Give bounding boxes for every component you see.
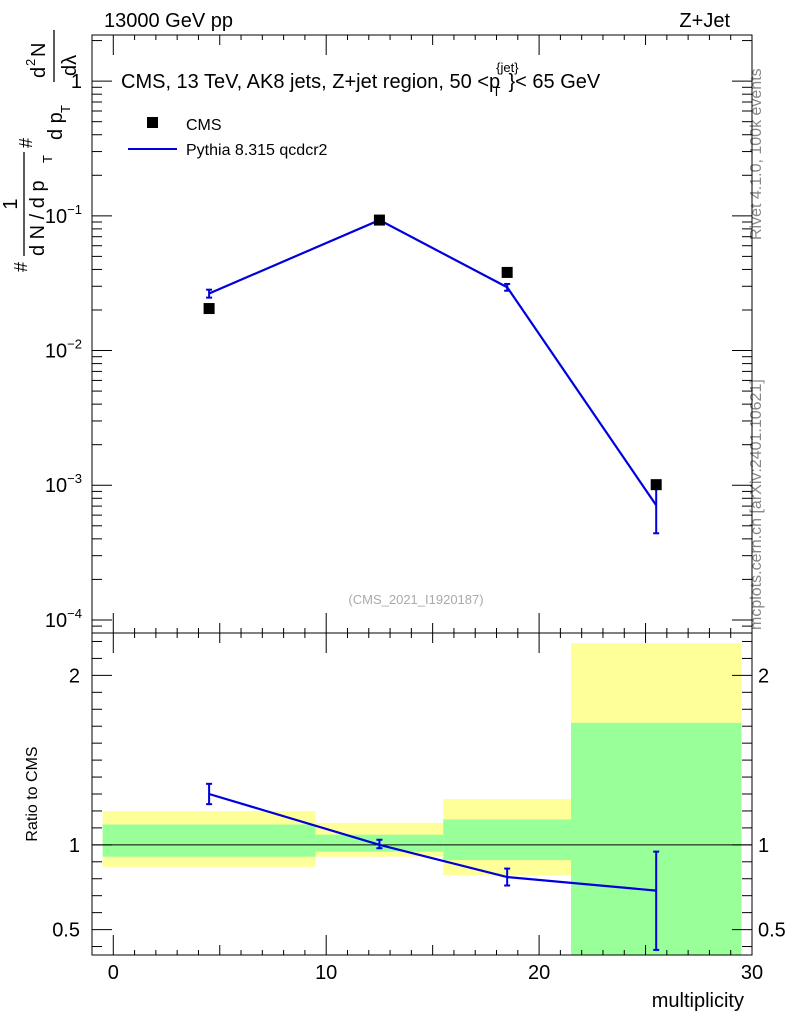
plot-title-main: CMS, 13 TeV, AK8 jets, Z+jet region, 50 …: [121, 71, 500, 93]
header-right: Z+Jet: [679, 10, 730, 32]
tick-mantissa: 10: [45, 475, 67, 497]
plot-title: CMS, 13 TeV, AK8 jets, Z+jet region, 50 …: [121, 60, 601, 99]
x-tick-label: 20: [528, 962, 550, 984]
cms-data-point: [650, 479, 662, 491]
ylabel-dlambda: dλ: [59, 55, 81, 76]
plot-title-end: }< 65 GeV: [509, 71, 601, 93]
cms-data-point: [501, 266, 513, 278]
ratio-axis-ticks: 0.5 0.51 12 20 10 20 30: [52, 633, 786, 984]
analysis-watermark: (CMS_2021_I1920187): [348, 592, 483, 607]
ylabel-dn-dpt-sub: T: [40, 155, 55, 163]
main-y-tick-label: 10−1: [45, 202, 82, 228]
ylabel-hash2: #: [16, 138, 36, 148]
plot-title-sub: T: [493, 84, 501, 99]
ylabel-hash1: #: [11, 262, 31, 272]
cms-data-point: [203, 303, 215, 315]
main-y-tick-label: 10−3: [45, 471, 82, 497]
main-y-tick-label: 10−2: [45, 337, 82, 363]
tick-mantissa: 10: [45, 206, 67, 228]
tick-exponent: −1: [67, 202, 82, 217]
pythia-line: [208, 218, 658, 506]
ylabel-dpt: d p: [45, 112, 67, 140]
ratio-panel: 0.5 0.51 12 20 10 20 30 Ratio to CMS multiplic…: [24, 632, 786, 1012]
uncertainty-band-green: [102, 824, 316, 857]
ratio-y-tick-label-right: 0.5: [758, 920, 786, 942]
source-label: mcplots.cern.ch [arXiv:2401.10621]: [748, 379, 765, 630]
ylabel-dn-dpt: d N / d p: [27, 180, 49, 256]
ratio-y-tick-label-right: 1: [758, 835, 769, 857]
ratio-pythia-line: [208, 792, 657, 892]
ratio-y-tick-label-left: 1: [69, 835, 80, 857]
legend: CMS Pythia 8.315 qcdcr2: [128, 117, 328, 159]
ratio-y-label: Ratio to CMS: [24, 746, 41, 841]
tick-exponent: −4: [67, 606, 82, 621]
tick-mantissa: 1: [71, 71, 82, 93]
main-series: [203, 214, 662, 535]
main-panel: 110−110−210−310−4 CMS, 13 TeV, AK8 jets,…: [0, 30, 753, 634]
main-y-label: # 1 d N / d p T # d p T d 2 N dλ: [0, 30, 81, 272]
ylabel-d2n-n: N: [28, 43, 50, 57]
ylabel-d2n-exp: 2: [23, 59, 38, 66]
ratio-y-tick-label-left: 0.5: [52, 920, 80, 942]
main-y-tick-labels: 110−110−210−310−4: [45, 71, 82, 632]
ylabel-d2n-d: d: [28, 67, 50, 78]
legend-cms-label: CMS: [186, 117, 222, 134]
main-axis-ticks: [92, 35, 753, 634]
legend-cms-marker: [147, 117, 158, 128]
x-tick-label: 0: [108, 962, 119, 984]
x-tick-label: 10: [315, 962, 337, 984]
uncertainty-band-green: [443, 819, 572, 861]
ratio-series: [206, 782, 660, 951]
ratio-y-tick-label-left: 2: [69, 665, 80, 687]
ratio-y-tick-label-right: 2: [758, 665, 769, 687]
ylabel-dpt-sub: T: [58, 105, 73, 113]
cms-data-point: [373, 214, 385, 226]
header-left: 13000 GeV pp: [104, 10, 233, 32]
tick-mantissa: 10: [45, 341, 67, 363]
plot-title-sup: {jet}: [496, 60, 519, 75]
tick-mantissa: 10: [45, 610, 67, 632]
ratio-bands: [102, 643, 742, 955]
ylabel-one: 1: [0, 198, 22, 209]
x-axis-label: multiplicity: [652, 990, 744, 1012]
main-y-tick-label: 10−4: [45, 606, 82, 632]
tick-exponent: −3: [67, 471, 82, 486]
main-y-tick-label: 1: [71, 71, 82, 93]
legend-pythia-label: Pythia 8.315 qcdcr2: [186, 142, 328, 159]
x-tick-label: 30: [741, 962, 763, 984]
tick-exponent: −2: [67, 337, 82, 352]
